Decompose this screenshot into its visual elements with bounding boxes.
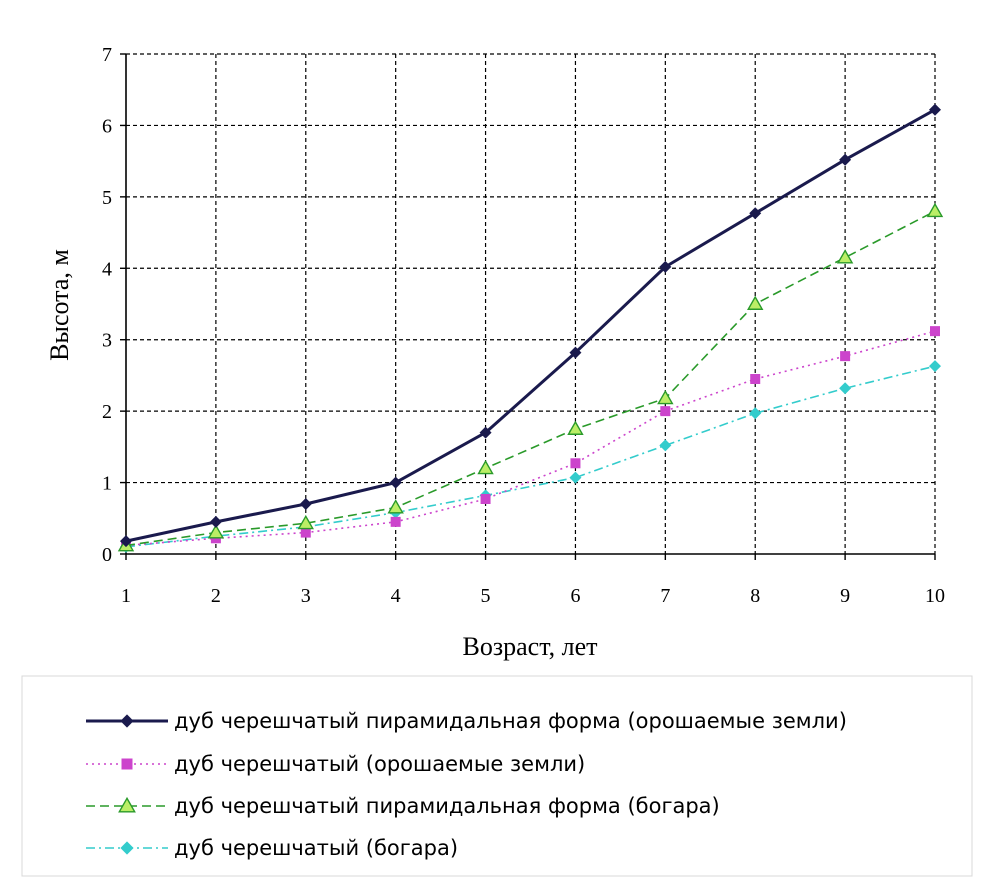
series-2-point-7 [660,406,671,417]
series-2-point-6 [570,458,581,469]
legend-item-1: дуб черешчатый пирамидальная форма (орош… [86,709,847,733]
series-1 [120,103,941,548]
legend-label: дуб черешчатый пирамидальная форма (бога… [174,794,720,818]
series-3-point-7 [657,389,674,405]
legend-swatch-marker [120,841,134,855]
legend-item-3: дуб черешчатый пирамидальная форма (бога… [86,794,720,818]
series-4-point-9 [839,382,852,395]
series-3-point-3 [297,514,314,530]
legend-item-4: дуб черешчатый (богара) [86,836,458,860]
x-tick-label-4: 4 [391,585,401,607]
series-1-point-8 [749,207,762,220]
series-4-point-8 [749,407,762,420]
series-1-point-6 [569,346,582,359]
x-tick-label-7: 7 [660,585,670,607]
series-2-point-3 [300,527,311,538]
legend-swatch-marker [120,714,134,728]
series-4-point-7 [659,439,672,452]
y-axis-title: Высота, м [45,249,74,361]
x-tick-label-5: 5 [481,585,491,607]
y-tick-label-7: 7 [102,44,112,66]
legend-swatch-marker [118,796,136,813]
axes [120,53,936,560]
series-1-point-7 [659,260,672,273]
legend-label: дуб черешчатый пирамидальная форма (орош… [174,709,847,733]
y-tick-labels: 0 1 2 3 4 5 6 7 [102,44,112,566]
y-tick-label-0: 0 [102,544,112,566]
legend-box [21,675,973,877]
series-3-point-4 [387,499,404,514]
legend: дуб черешчатый пирамидальная форма (орош… [86,709,847,860]
series-1-point-2 [209,515,222,528]
series-3-line [125,210,936,547]
x-axis-title: Возраст, лет [463,632,598,661]
series-2-point-9 [840,351,851,362]
series-3-point-8 [747,295,764,310]
y-tick-label-3: 3 [102,330,112,352]
x-tick-labels: 1 2 3 4 5 6 7 8 9 10 [121,585,945,607]
series-2-point-10 [930,326,940,337]
series-1-point-9 [839,153,852,166]
y-tick-label-6: 6 [102,115,112,137]
x-tick-label-9: 9 [840,585,850,607]
series-1-point-4 [389,476,402,489]
y-tick-label-5: 5 [102,187,112,209]
series-1-point-5 [479,426,492,439]
series-4-line [125,365,936,548]
legend-item-2: дуб черешчатый (орошаемые земли) [86,752,585,776]
legend-swatch-marker [121,758,133,770]
series-3-point-10 [926,202,944,218]
legend-label: дуб черешчатый (богара) [174,836,458,860]
series-3-point-5 [477,459,494,475]
legend-label: дуб черешчатый (орошаемые земли) [174,752,585,776]
y-tick-label-1: 1 [102,473,112,495]
series-1-point-3 [299,498,312,510]
series-1-line [125,108,936,543]
series-3 [117,202,944,552]
series-4-point-10 [929,360,941,373]
y-tick-label-4: 4 [102,258,112,280]
x-tick-label-10: 10 [925,585,945,607]
series-1-point-1 [120,535,132,548]
series-4-point-6 [569,471,582,484]
series-1-point-10 [929,103,941,116]
series-3-point-2 [207,524,225,539]
series-group [117,103,944,553]
series-2-point-4 [390,516,401,527]
x-tick-label-2: 2 [211,585,221,607]
x-tick-label-6: 6 [570,585,580,607]
y-tick-label-2: 2 [102,401,112,423]
x-tick-label-1: 1 [121,585,131,607]
x-tick-label-8: 8 [750,585,760,607]
series-2-point-8 [750,374,761,384]
x-tick-label-3: 3 [301,585,311,607]
series-3-point-6 [567,420,584,435]
series-2-point-5 [480,494,491,504]
series-3-point-9 [836,249,854,264]
